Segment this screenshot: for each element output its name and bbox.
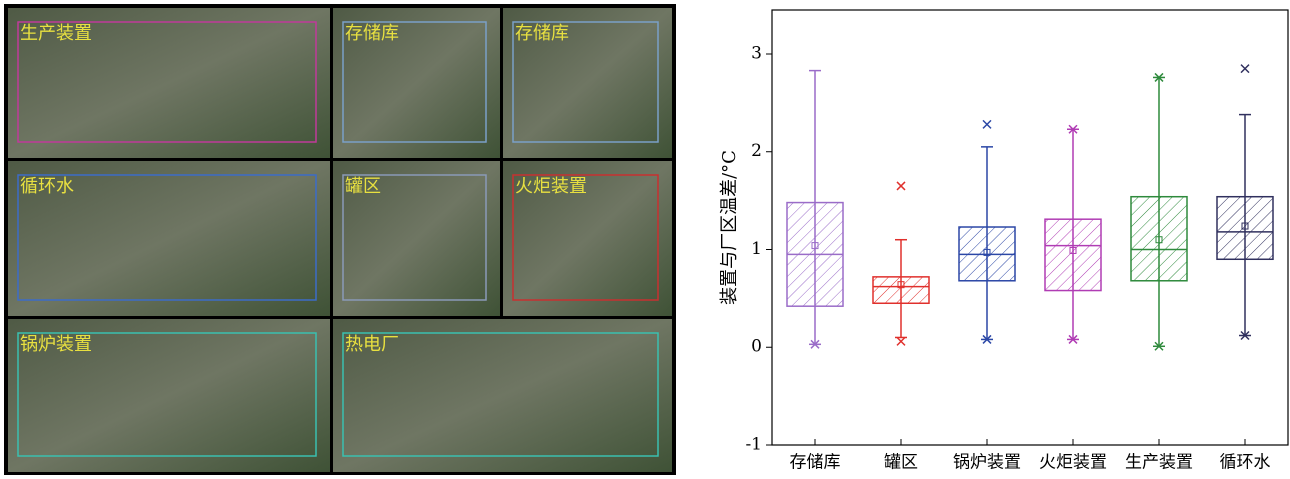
x-tick-label: 存储库 xyxy=(790,453,841,473)
satellite-image xyxy=(333,161,500,316)
extreme-marker xyxy=(1154,341,1164,351)
y-tick-label: 2 xyxy=(751,141,762,161)
plot-frame xyxy=(771,9,1289,446)
extreme-marker xyxy=(896,181,906,191)
satellite-image xyxy=(333,319,672,472)
panel-label: 火炬装置 xyxy=(515,176,587,197)
panel-label: 锅炉装置 xyxy=(20,334,92,355)
panel-label: 存储库 xyxy=(345,23,399,44)
panel-label: 循环水 xyxy=(20,176,74,197)
mean-marker xyxy=(1155,236,1163,244)
site-outline xyxy=(342,174,487,301)
mean-marker xyxy=(897,281,905,289)
panel-label: 罐区 xyxy=(345,176,381,197)
site-outline xyxy=(17,174,317,301)
extreme-marker xyxy=(1240,330,1250,341)
satellite-image xyxy=(503,161,672,316)
satellite-image xyxy=(8,161,330,316)
satellite-image xyxy=(503,8,672,158)
site-outline xyxy=(17,332,317,457)
extreme-marker xyxy=(810,339,820,349)
panel-label: 热电厂 xyxy=(345,334,399,355)
mean-marker xyxy=(1069,246,1077,254)
y-axis-label: 装置与厂区温差/°C xyxy=(719,150,740,305)
y-tick-label: 3 xyxy=(751,43,762,63)
panel-label: 存储库 xyxy=(515,23,569,44)
extreme-marker xyxy=(982,334,992,344)
site-outline xyxy=(342,332,659,457)
panel-label: 生产装置 xyxy=(20,23,92,44)
extreme-marker xyxy=(1240,64,1250,74)
site-outline xyxy=(512,174,659,301)
mean-marker xyxy=(811,242,819,250)
extreme-marker xyxy=(1154,72,1164,82)
mean-marker xyxy=(1241,222,1249,230)
satellite-image xyxy=(8,319,330,472)
y-tick-label: 1 xyxy=(751,239,762,259)
mean-marker xyxy=(983,248,991,256)
satellite-image xyxy=(333,8,500,158)
x-tick-label: 生产装置 xyxy=(1125,453,1193,473)
satellite-image xyxy=(8,8,330,158)
site-outline xyxy=(342,21,487,143)
extreme-marker xyxy=(1068,334,1078,344)
x-tick-label: 罐区 xyxy=(884,453,918,473)
box xyxy=(872,276,930,305)
x-tick-label: 火炬装置 xyxy=(1039,453,1107,473)
y-tick-label: 0 xyxy=(751,337,762,357)
x-tick-label: 锅炉装置 xyxy=(953,453,1021,473)
box xyxy=(1130,195,1188,282)
x-tick-label: 循环水 xyxy=(1220,453,1271,473)
site-outline xyxy=(17,21,317,143)
extreme-marker xyxy=(896,336,906,346)
extreme-marker xyxy=(1068,124,1078,134)
y-tick-label: -1 xyxy=(745,435,762,455)
site-outline xyxy=(512,21,659,143)
box xyxy=(1216,195,1274,261)
extreme-marker xyxy=(982,119,992,129)
box xyxy=(1044,218,1102,292)
